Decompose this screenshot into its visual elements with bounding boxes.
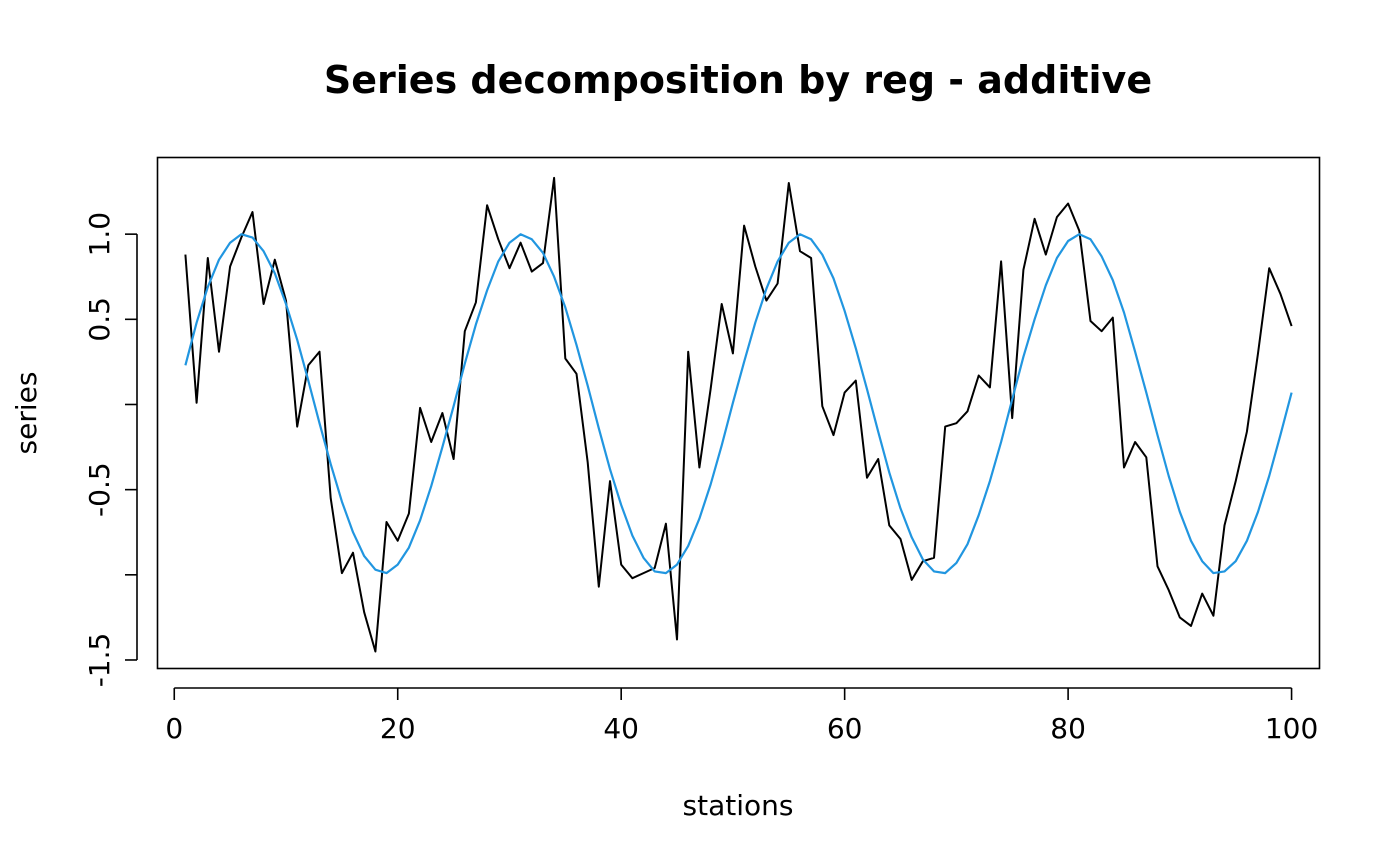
y-tick-label: -0.5 — [83, 462, 116, 517]
series-layer — [184, 176, 1293, 653]
series-line-2 — [184, 233, 1293, 575]
y-tick-label: 1.0 — [83, 212, 116, 257]
y-axis: -1.5 -0.5 0.5 1.0 — [83, 212, 138, 688]
series-line-1 — [184, 176, 1293, 653]
chart-title: Series decomposition by reg - additive — [324, 58, 1152, 102]
x-tick-label: 100 — [1265, 712, 1318, 745]
x-tick-label: 20 — [380, 712, 416, 745]
x-tick-label: 0 — [165, 712, 183, 745]
y-tick-label: 0.5 — [83, 297, 116, 342]
x-tick-label: 80 — [1050, 712, 1086, 745]
x-axis: 0 20 40 60 80 100 — [165, 687, 1318, 745]
x-tick-label: 40 — [603, 712, 639, 745]
y-axis-label: series — [10, 372, 43, 455]
x-axis-label: stations — [683, 789, 794, 822]
y-tick-label: -1.5 — [83, 633, 116, 688]
plot-frame — [156, 156, 1321, 670]
x-tick-label: 60 — [827, 712, 863, 745]
